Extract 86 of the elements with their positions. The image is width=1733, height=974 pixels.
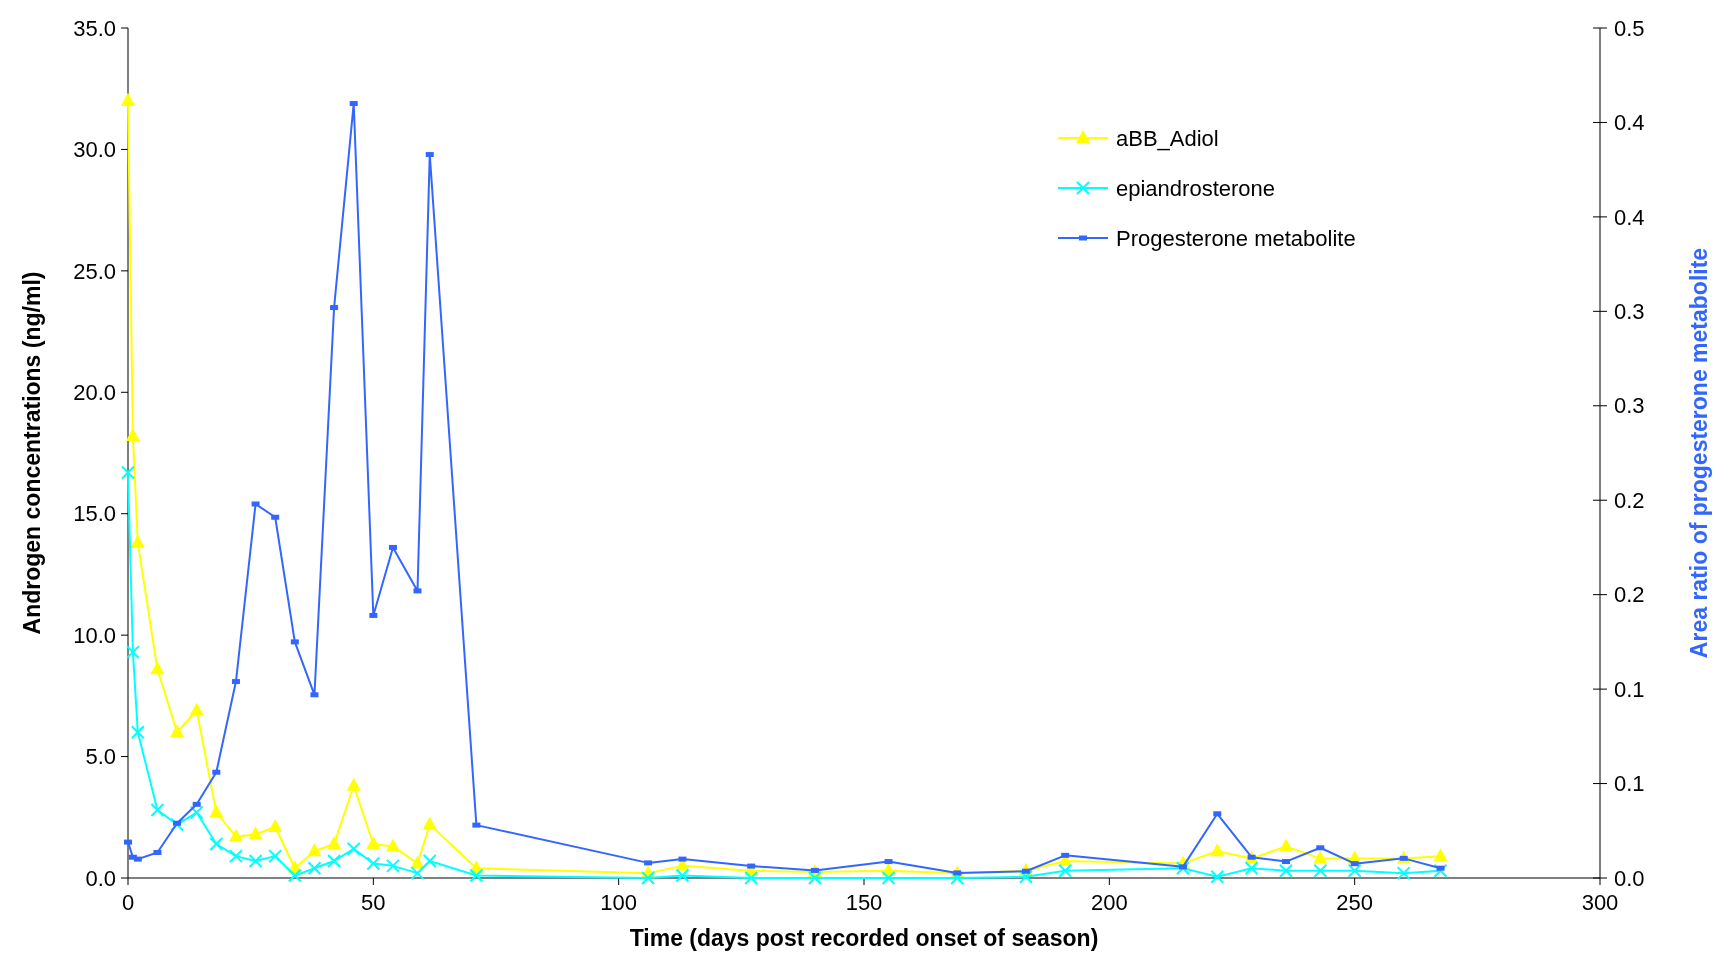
point [1210, 869, 1225, 884]
point [307, 843, 322, 857]
point [125, 428, 140, 441]
point [385, 838, 400, 852]
point [1433, 848, 1448, 862]
point [150, 661, 165, 675]
y2-tick-label: 0.3 [1614, 299, 1645, 325]
x-tick-label: 0 [121, 890, 135, 915]
point [1313, 850, 1328, 864]
point [327, 854, 342, 868]
legend-label: epiandrosterone [1116, 175, 1276, 201]
x-tick-label: 100 [600, 890, 638, 915]
y2-tick-label: 0.2 [1614, 487, 1645, 513]
point [641, 871, 656, 885]
point [346, 777, 361, 791]
point [1278, 863, 1293, 878]
point [410, 866, 425, 881]
x-tick-label: 150 [845, 890, 883, 915]
point [121, 92, 135, 106]
point [189, 702, 204, 716]
y-tick-label: 10.0 [73, 622, 116, 648]
point [189, 805, 204, 820]
point [1313, 863, 1328, 878]
point [124, 839, 132, 845]
point [125, 645, 140, 660]
point [248, 826, 263, 840]
point [950, 871, 965, 885]
y2-tick-label: 0.5 [1614, 15, 1645, 41]
point [469, 868, 484, 883]
point [268, 819, 283, 832]
point [1278, 838, 1293, 852]
point [807, 871, 822, 885]
point [881, 871, 896, 885]
y-tick-label: 0.0 [85, 865, 116, 891]
point [130, 725, 145, 740]
point [1347, 863, 1362, 878]
point [228, 828, 243, 842]
point [366, 836, 381, 849]
point [1433, 863, 1448, 878]
y2-tick-label: 0.4 [1614, 110, 1645, 136]
y-tick-label: 20.0 [73, 379, 116, 405]
point [1058, 863, 1073, 878]
point [422, 854, 437, 868]
point [675, 868, 690, 883]
point [209, 837, 224, 851]
y2-tick-label: 0.1 [1614, 676, 1645, 702]
point [385, 858, 400, 873]
x-tick-label: 200 [1090, 890, 1128, 915]
point [1175, 861, 1190, 876]
y2-tick-label: 0.3 [1614, 393, 1645, 419]
x-tick-label: 50 [361, 890, 386, 915]
point [1210, 843, 1225, 857]
point [307, 861, 322, 876]
point [130, 534, 145, 548]
point [327, 836, 342, 849]
point [228, 849, 243, 864]
legend-label: Progesterone metabolite [1116, 225, 1356, 251]
point [248, 854, 263, 868]
x-tick-label: 250 [1336, 890, 1374, 915]
y-tick-label: 15.0 [73, 501, 116, 527]
point [209, 804, 224, 818]
y-tick-label: 35.0 [73, 15, 116, 41]
y2-tick-label: 0.0 [1614, 865, 1645, 891]
point [366, 856, 381, 871]
point [170, 724, 185, 738]
y-tick-label: 30.0 [73, 137, 116, 163]
y-tick-label: 5.0 [85, 744, 116, 770]
x-tick-label: 300 [1581, 890, 1619, 915]
point [268, 849, 283, 864]
point [1244, 861, 1259, 876]
y2-tick-label: 0.2 [1614, 582, 1645, 608]
y-tick-label: 25.0 [73, 258, 116, 284]
point [422, 816, 437, 830]
point [346, 841, 361, 856]
y-axis-title: Androgen concentrations (ng/ml) [19, 271, 45, 635]
point [744, 871, 759, 885]
point [121, 465, 135, 480]
y2-tick-label: 0.1 [1614, 771, 1645, 797]
point [150, 803, 165, 817]
y2-axis-title: Area ratio of progesterone metabolite [1686, 247, 1712, 659]
legend-label: aBB_Adiol [1116, 125, 1219, 151]
y2-tick-label: 0.4 [1614, 204, 1645, 230]
x-axis-title: Time (days post recorded onset of season) [629, 925, 1099, 951]
point [1396, 866, 1411, 881]
point [1018, 869, 1033, 884]
point [287, 868, 302, 883]
